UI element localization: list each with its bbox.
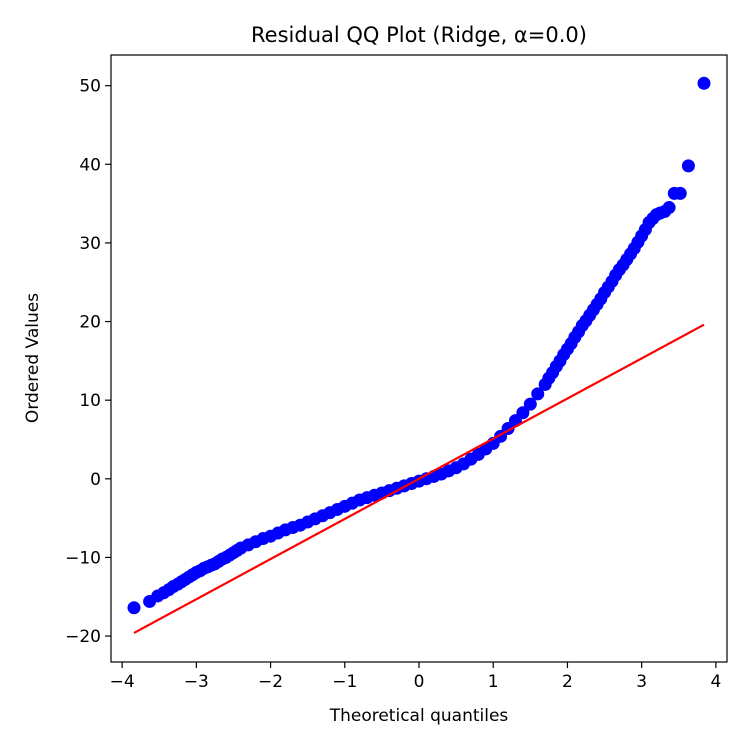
fit-line xyxy=(133,323,705,634)
x-axis-label: Theoretical quantiles xyxy=(329,706,509,726)
x-tick-label: 0 xyxy=(414,672,425,692)
y-tick-label: 30 xyxy=(79,234,101,254)
data-points xyxy=(127,76,711,615)
y-tick-label: 20 xyxy=(79,313,101,333)
y-tick-label: −20 xyxy=(65,627,101,647)
data-point xyxy=(531,387,545,401)
data-point xyxy=(673,186,687,200)
x-tick-label: 3 xyxy=(636,672,647,692)
data-point xyxy=(697,76,711,90)
y-tick-label: 0 xyxy=(90,470,101,490)
data-point xyxy=(516,406,530,420)
data-point xyxy=(662,201,676,215)
data-point xyxy=(127,601,141,615)
y-tick-label: −10 xyxy=(65,548,101,568)
y-tick-label: 10 xyxy=(79,391,101,411)
x-tick-label: −4 xyxy=(110,672,135,692)
x-tick-label: 1 xyxy=(488,672,499,692)
x-tick-label: 4 xyxy=(710,672,721,692)
y-tick-label: 50 xyxy=(79,77,101,97)
y-axis-ticks: −20 −10 0 10 20 30 40 50 xyxy=(65,77,111,647)
x-tick-label: −2 xyxy=(258,672,283,692)
y-axis-label: Ordered Values xyxy=(23,293,43,423)
chart-title: Residual QQ Plot (Ridge, α=0.0) xyxy=(251,23,587,47)
plot-area xyxy=(127,76,711,634)
x-tick-label: 2 xyxy=(562,672,573,692)
x-tick-label: −1 xyxy=(332,672,357,692)
y-tick-label: 40 xyxy=(79,155,101,175)
data-point xyxy=(681,159,695,173)
x-tick-label: −3 xyxy=(184,672,209,692)
fit-line-layer xyxy=(133,323,705,634)
x-axis-ticks: −4 −3 −2 −1 0 1 2 3 4 xyxy=(110,662,721,692)
data-point xyxy=(523,397,537,411)
